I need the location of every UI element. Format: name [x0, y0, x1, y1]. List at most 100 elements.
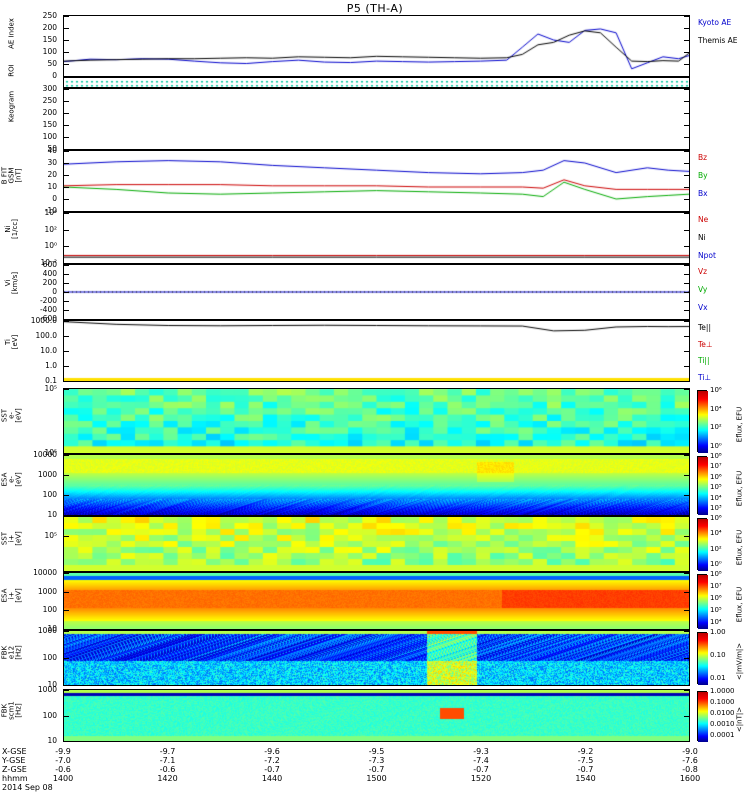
legend-ti-0: Te||: [698, 323, 711, 332]
tickmark: [63, 76, 69, 77]
legend-ni-1: Ni: [698, 233, 706, 242]
colorbar-tick-cb_sst_i-0: 10⁶: [710, 514, 722, 522]
colorbar-tick-cb_fbk_e12-2: 0.01: [710, 674, 726, 682]
ylabel-vi: Vi [km/s]: [4, 271, 19, 295]
colorbar-cb_sst_i: [697, 518, 708, 571]
xaxis-value-Z-GSE-1: -0.6: [159, 765, 176, 774]
legend-ti-1: Te⊥: [698, 339, 713, 349]
tickmark: [684, 211, 690, 212]
ytick-ti-1: 100.0: [35, 331, 57, 340]
tickmark: [684, 76, 690, 77]
colorbar-tick-cb_fbk_scm1-0: 1.0000: [710, 687, 735, 695]
tickmark: [63, 149, 69, 150]
panel-bfit: [63, 150, 690, 212]
tickmark: [63, 187, 69, 188]
tickmark: [63, 631, 69, 632]
ytick-vi-5: -400: [39, 305, 57, 314]
ytick-ni-3: 10⁻²: [40, 258, 57, 267]
ylabel-sst_e: SST e- [eV]: [0, 408, 23, 423]
plot-area-fbk_e12: [64, 631, 689, 685]
tickmark: [63, 246, 69, 248]
ytick-ti-0: 1000.0: [30, 316, 57, 325]
xaxis-value-Z-GSE-5: -0.7: [577, 765, 594, 774]
panel-sst_i: [63, 516, 690, 572]
panel-keogram: [63, 88, 690, 150]
ytick-vi-6: -600: [39, 314, 57, 323]
tickmark: [684, 495, 690, 496]
ytick-keogram-1: 250: [42, 96, 57, 105]
plot-area-keogram: [64, 89, 689, 149]
plot-area-ti: [64, 321, 689, 381]
panel-vi: [63, 264, 690, 320]
tickmark: [684, 101, 690, 102]
legend-vi-2: Vx: [698, 303, 708, 312]
xaxis-value-hhmm-1: 1420: [157, 774, 178, 783]
tickmark: [684, 16, 690, 17]
ytick-ae-5: 0: [52, 71, 57, 80]
plot-area-roi: [64, 78, 689, 87]
tickmark: [63, 283, 69, 284]
tickmark: [684, 455, 690, 456]
ytick-ti-4: 0.1: [45, 376, 57, 385]
colorbar-gradient: [698, 391, 708, 453]
tickmark: [63, 381, 69, 382]
ytick-esa_e-1: 1000: [37, 470, 57, 479]
colorbar-gradient: [698, 633, 708, 685]
tickmark: [63, 301, 69, 302]
colorbar-tick-cb_sst_i-2: 10²: [710, 544, 722, 553]
plot-area-esa_i: [64, 573, 689, 629]
tickmark: [684, 629, 690, 630]
tickmark: [684, 175, 690, 176]
tickmark: [684, 453, 690, 454]
xaxis-value-Z-GSE-4: -0.7: [473, 765, 489, 774]
ytick-ae-3: 100: [42, 47, 57, 56]
plot-area-sst_i: [64, 517, 689, 571]
ytick-sst_e-0: 10⁵: [44, 384, 57, 393]
tickmark: [684, 229, 690, 231]
tickmark: [684, 274, 690, 275]
ytick-vi-3: 0: [52, 287, 57, 296]
tickmark: [63, 137, 69, 138]
xaxis-value-hhmm-4: 1520: [470, 774, 492, 783]
tickmark: [684, 265, 690, 266]
ytick-keogram-0: 300: [42, 84, 57, 93]
tickmark: [63, 310, 69, 311]
ytick-vi-1: 400: [42, 269, 57, 278]
tickmark: [63, 101, 69, 102]
panel-ti: [63, 320, 690, 382]
tickmark: [63, 113, 69, 114]
xaxis-row-name-hhmm: hhmm: [2, 774, 28, 783]
tickmark: [63, 455, 69, 456]
colorbar-tick-cb_fbk_scm1-2: 0.0100: [710, 709, 735, 717]
ytick-fbk_e12-1: 100: [42, 653, 57, 662]
tickmark: [684, 319, 690, 320]
tickmark: [684, 125, 690, 126]
ytick-sst_e-1: 10⁵: [44, 448, 57, 457]
ytick-keogram-4: 100: [42, 132, 57, 141]
panel-ae: [63, 15, 690, 77]
ytick-ae-2: 150: [42, 35, 57, 44]
xaxis-value-hhmm-3: 1500: [366, 774, 387, 783]
colorbar-label-cb_fbk_e12: <|mV/m|>: [735, 642, 744, 681]
colorbar-tick-cb_fbk_e12-1: 0.10: [710, 651, 726, 659]
ylabel-keogram: Keogram: [7, 90, 16, 123]
tickmark: [684, 113, 690, 114]
tickmark: [684, 199, 690, 200]
xaxis-row-name-Y-GSE: Y-GSE: [2, 756, 26, 765]
tickmark: [684, 351, 690, 352]
legend-bfit-1: By: [698, 171, 708, 180]
ytick-ni-2: 10⁰: [44, 241, 57, 251]
colorbar-gradient: [698, 457, 708, 515]
tickmark: [684, 690, 690, 691]
xaxis-row-name-X-GSE: X-GSE: [2, 747, 27, 756]
legend-ni-2: Npot: [698, 251, 716, 260]
ytick-bfit-2: 20: [47, 170, 57, 179]
tickmark: [63, 213, 69, 214]
page-title: P5 (TH-A): [346, 2, 404, 15]
xaxis-value-X-GSE-1: -9.7: [159, 747, 176, 756]
tickmark: [63, 629, 69, 630]
tickmark: [63, 199, 69, 200]
xaxis-value-X-GSE-0: -9.9: [55, 747, 71, 756]
xaxis-row-name-Z-GSE: Z-GSE: [2, 765, 27, 774]
tickmark: [684, 28, 690, 29]
